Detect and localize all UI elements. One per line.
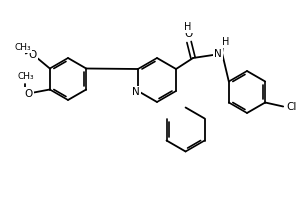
Text: O: O [25,88,33,98]
Text: CH₃: CH₃ [18,72,34,81]
Text: N: N [214,49,222,59]
Text: Cl: Cl [286,101,296,112]
Text: H: H [222,37,230,47]
Text: O: O [29,49,37,59]
Text: CH₃: CH₃ [14,43,31,52]
Text: N: N [132,87,140,97]
Text: H: H [184,22,192,32]
Text: O: O [184,29,192,39]
